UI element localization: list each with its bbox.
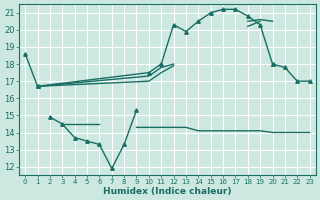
- X-axis label: Humidex (Indice chaleur): Humidex (Indice chaleur): [103, 187, 232, 196]
